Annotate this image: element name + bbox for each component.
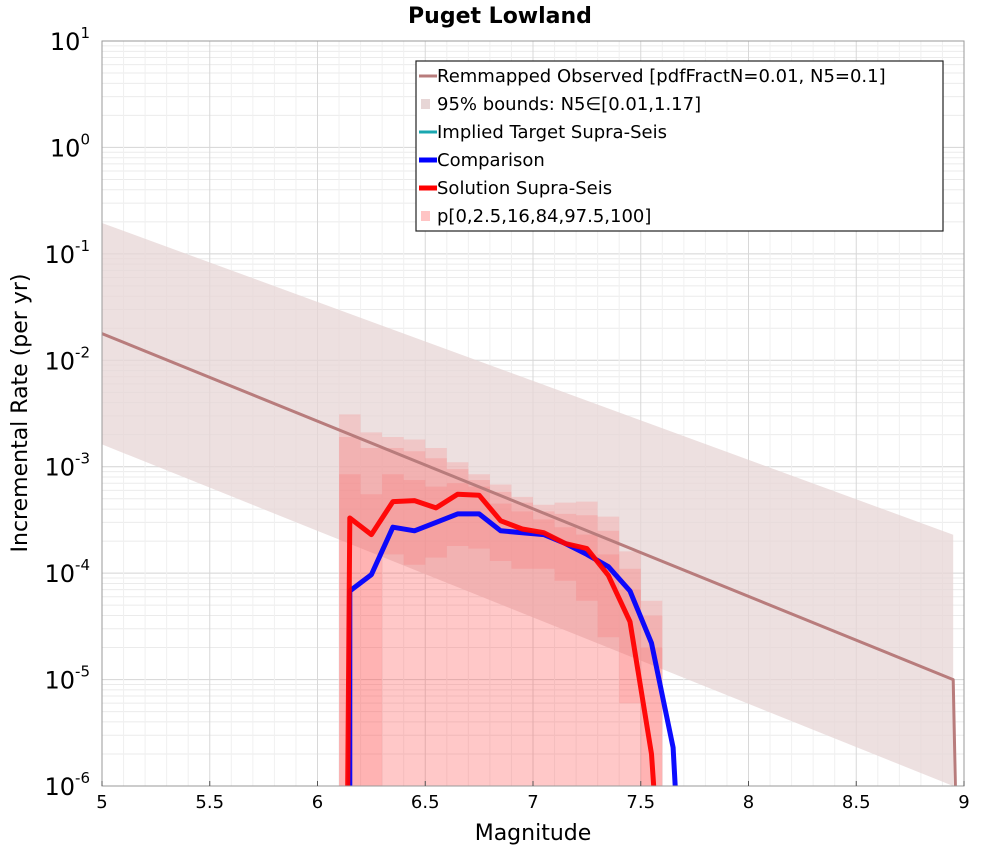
y-tick-label: 10-3 xyxy=(44,450,90,482)
y-axis-label: Incremental Rate (per yr) xyxy=(8,274,33,553)
x-tick-label: 8.5 xyxy=(842,792,871,813)
legend-entry-0: Remmapped Observed [pdfFractN=0.01, N5=0… xyxy=(437,66,886,87)
y-tick-label: 10-6 xyxy=(44,769,90,801)
x-axis-label: Magnitude xyxy=(475,821,592,846)
x-axis-ticks: 5 5.5 6 6.5 7 7.5 8 8.5 9 xyxy=(96,781,970,813)
legend-swatch-1 xyxy=(421,99,430,109)
y-tick-label: 10-1 xyxy=(44,237,90,269)
x-tick-label: 5 xyxy=(96,792,107,813)
legend: Remmapped Observed [pdfFractN=0.01, N5=0… xyxy=(415,60,944,232)
legend-entry-3: Comparison xyxy=(437,150,545,171)
series-line-3 xyxy=(345,491,657,787)
x-tick-label: 7.5 xyxy=(626,792,655,813)
x-tick-label: 8 xyxy=(743,792,754,813)
x-tick-label: 6 xyxy=(312,792,323,813)
series-layer xyxy=(101,332,957,787)
legend-entry-5: p[0,2.5,16,84,97.5,100] xyxy=(437,206,651,227)
y-axis-ticks: 101 100 10-1 10-2 10-3 10-4 10-5 10-6 xyxy=(44,24,90,801)
series-line-2 xyxy=(347,511,678,787)
chart-title: Puget Lowland xyxy=(408,4,592,29)
legend-swatch-5 xyxy=(421,211,430,221)
x-tick-label: 6.5 xyxy=(411,792,440,813)
y-tick-label: 10-4 xyxy=(44,556,90,588)
y-tick-label: 101 xyxy=(50,24,90,56)
legend-entry-1: 95% bounds: N5∈[0.01,1.17] xyxy=(437,94,701,115)
legend-box xyxy=(415,60,944,232)
bounds-band xyxy=(102,223,954,786)
y-tick-label: 10-5 xyxy=(44,663,90,695)
series-line-0 xyxy=(101,332,957,787)
legend-entry-2: Implied Target Supra-Seis xyxy=(437,122,667,143)
y-tick-label: 100 xyxy=(50,130,90,162)
x-tick-label: 9 xyxy=(958,792,969,813)
y-tick-label: 10-2 xyxy=(44,343,90,375)
x-tick-label: 7 xyxy=(527,792,538,813)
percentile-band-p2.5-p97.5 xyxy=(339,437,663,786)
legend-entry-4: Solution Supra-Seis xyxy=(437,178,612,199)
percentile-band-p0-p100 xyxy=(339,414,663,786)
x-tick-label: 5.5 xyxy=(195,792,224,813)
